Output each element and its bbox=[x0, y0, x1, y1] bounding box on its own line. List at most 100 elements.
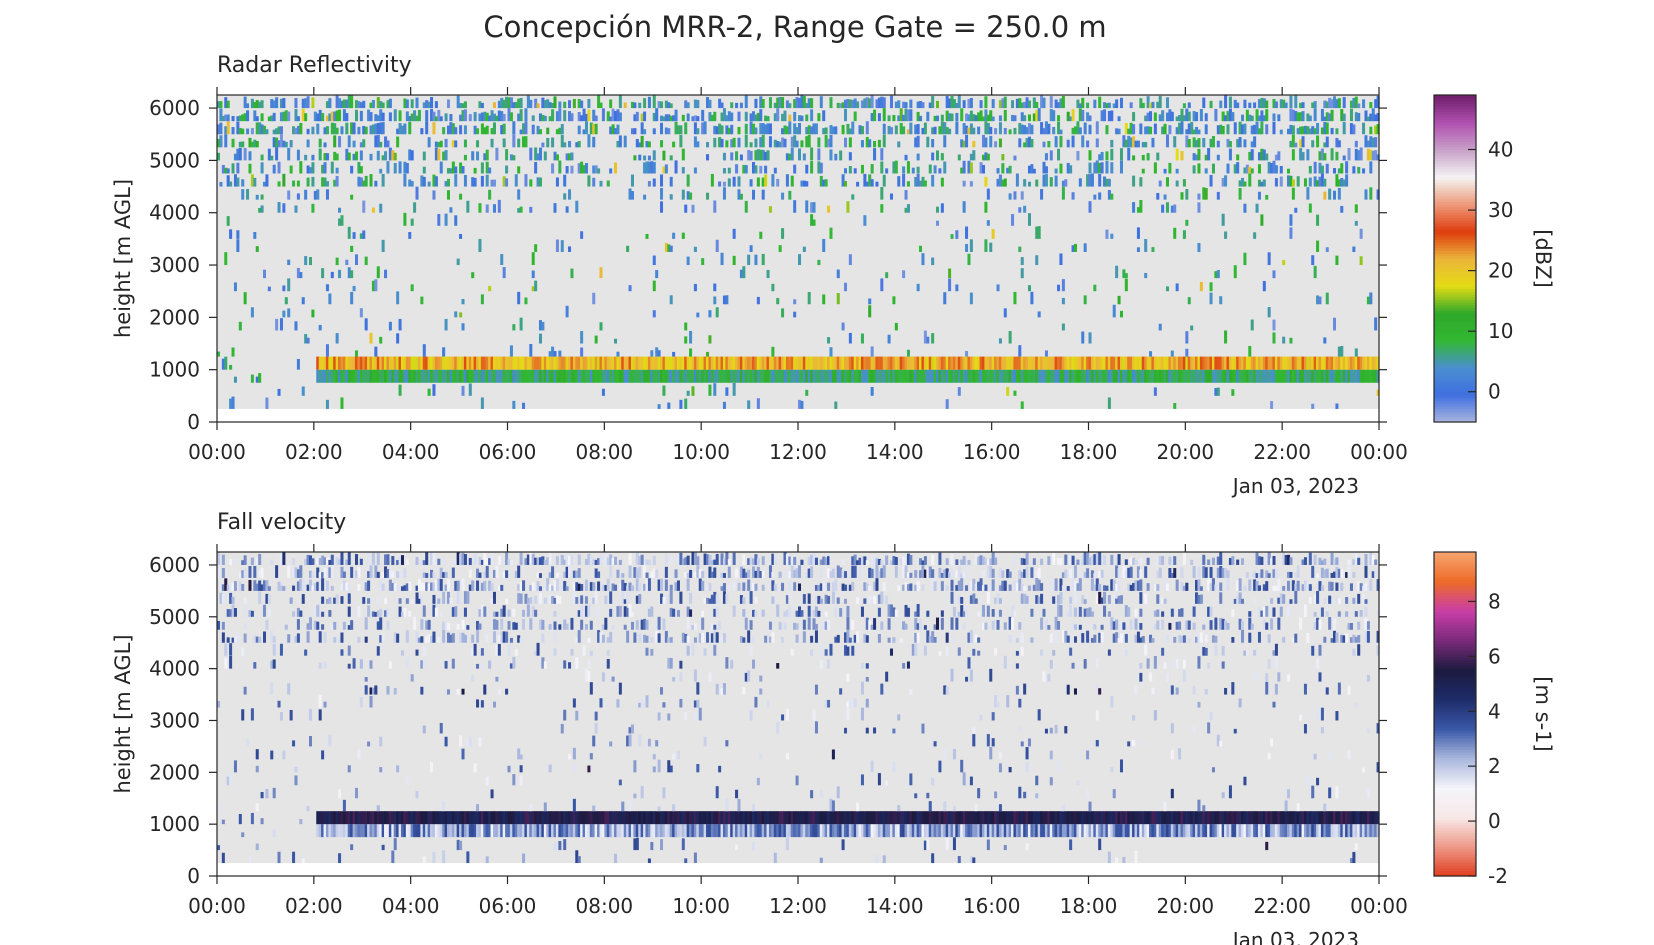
heatmap-cell bbox=[754, 114, 758, 122]
heatmap-cell bbox=[485, 149, 489, 161]
heatmap-cell bbox=[584, 605, 588, 617]
heatmap-cell bbox=[793, 311, 797, 318]
heatmap-cell bbox=[463, 591, 467, 604]
colorbar-segment bbox=[1434, 108, 1476, 112]
heatmap-cell bbox=[354, 787, 359, 799]
heatmap-cell bbox=[754, 596, 758, 604]
heatmap-cell bbox=[330, 811, 334, 825]
heatmap-cell bbox=[1250, 125, 1254, 135]
heatmap-cell bbox=[873, 109, 877, 122]
heatmap-cell bbox=[1274, 165, 1278, 174]
heatmap-cell bbox=[640, 122, 644, 135]
heatmap-cell bbox=[304, 334, 308, 344]
heatmap-cell bbox=[517, 824, 521, 838]
heatmap-cell bbox=[1369, 187, 1373, 200]
heatmap-cell bbox=[1195, 126, 1199, 135]
heatmap-cell bbox=[357, 824, 361, 838]
heatmap-cell bbox=[502, 176, 506, 187]
heatmap-cell bbox=[509, 345, 513, 357]
heatmap-cell bbox=[473, 356, 477, 370]
heatmap-cell bbox=[318, 356, 322, 370]
heatmap-cell bbox=[534, 650, 538, 656]
heatmap-cell bbox=[1040, 122, 1044, 135]
heatmap-cell bbox=[868, 811, 872, 825]
heatmap-cell bbox=[940, 121, 944, 135]
heatmap-cell bbox=[926, 792, 930, 799]
heatmap-cell bbox=[814, 123, 818, 135]
heatmap-cell bbox=[282, 98, 286, 109]
heatmap-cell bbox=[459, 162, 463, 174]
heatmap-cell bbox=[868, 824, 872, 838]
heatmap-cell bbox=[754, 165, 758, 174]
heatmap-cell bbox=[848, 369, 852, 383]
heatmap-cell bbox=[565, 623, 569, 630]
heatmap-cell bbox=[1366, 140, 1370, 148]
heatmap-cell bbox=[1354, 356, 1358, 370]
heatmap-cell bbox=[906, 607, 910, 617]
heatmap-cell bbox=[488, 824, 492, 838]
heatmap-cell bbox=[478, 609, 482, 617]
heatmap-cell bbox=[398, 356, 402, 370]
colorbar-segment bbox=[1434, 111, 1476, 115]
heatmap-cell bbox=[388, 661, 392, 669]
heatmap-cell bbox=[529, 99, 533, 109]
heatmap-cell bbox=[577, 610, 581, 617]
heatmap-cell bbox=[1117, 128, 1121, 135]
heatmap-cell bbox=[345, 559, 349, 565]
heatmap-cell bbox=[795, 634, 799, 643]
heatmap-cell bbox=[248, 137, 252, 148]
heatmap-cell bbox=[664, 127, 668, 135]
heatmap-cell bbox=[986, 369, 990, 383]
heatmap-cell bbox=[1047, 369, 1051, 383]
heatmap-cell bbox=[405, 811, 409, 825]
heatmap-cell bbox=[396, 136, 400, 148]
heatmap-cell bbox=[844, 181, 848, 187]
heatmap-cell bbox=[558, 356, 562, 370]
heatmap-cell bbox=[805, 114, 809, 122]
heatmap-cell bbox=[495, 811, 499, 825]
heatmap-cell bbox=[396, 571, 400, 578]
heatmap-cell bbox=[638, 102, 642, 109]
heatmap-cell bbox=[500, 125, 504, 135]
heatmap-cell bbox=[369, 687, 373, 695]
heatmap-cell bbox=[819, 598, 823, 604]
heatmap-cell bbox=[943, 356, 947, 370]
heatmap-cell bbox=[921, 127, 925, 135]
heatmap-cell bbox=[785, 126, 789, 135]
heatmap-cell bbox=[931, 139, 935, 148]
heatmap-cell bbox=[432, 582, 436, 591]
heatmap-cell bbox=[570, 152, 574, 161]
heatmap-cell bbox=[865, 97, 869, 109]
heatmap-cell bbox=[873, 356, 877, 370]
heatmap-cell bbox=[483, 811, 487, 825]
heatmap-cell bbox=[856, 101, 860, 109]
heatmap-cell bbox=[926, 567, 930, 578]
heatmap-cell bbox=[732, 356, 736, 370]
heatmap-cell bbox=[965, 369, 969, 383]
heatmap-cell bbox=[790, 648, 794, 656]
heatmap-cell bbox=[478, 113, 482, 122]
heatmap-cell bbox=[229, 584, 233, 591]
heatmap-cell bbox=[969, 669, 973, 682]
heatmap-cell bbox=[388, 569, 392, 578]
heatmap-cell bbox=[231, 396, 235, 409]
colorbar-segment bbox=[1434, 362, 1476, 366]
heatmap-cell bbox=[376, 597, 380, 604]
heatmap-cell bbox=[957, 566, 961, 578]
heatmap-cell bbox=[1243, 356, 1247, 370]
heatmap-cell bbox=[889, 604, 894, 617]
heatmap-cell bbox=[432, 851, 436, 864]
heatmap-cell bbox=[914, 356, 918, 370]
heatmap-cell bbox=[972, 648, 976, 656]
heatmap-cell bbox=[630, 811, 634, 825]
heatmap-cell bbox=[1025, 97, 1029, 109]
heatmap-cell bbox=[492, 102, 496, 109]
heatmap-cell bbox=[865, 121, 869, 135]
heatmap-cell bbox=[328, 113, 332, 122]
heatmap-cell bbox=[640, 619, 644, 630]
heatmap-cell bbox=[415, 115, 419, 122]
heatmap-cell bbox=[492, 569, 496, 578]
heatmap-cell bbox=[764, 824, 768, 838]
heatmap-cell bbox=[374, 685, 378, 695]
heatmap-cell bbox=[1279, 356, 1283, 370]
